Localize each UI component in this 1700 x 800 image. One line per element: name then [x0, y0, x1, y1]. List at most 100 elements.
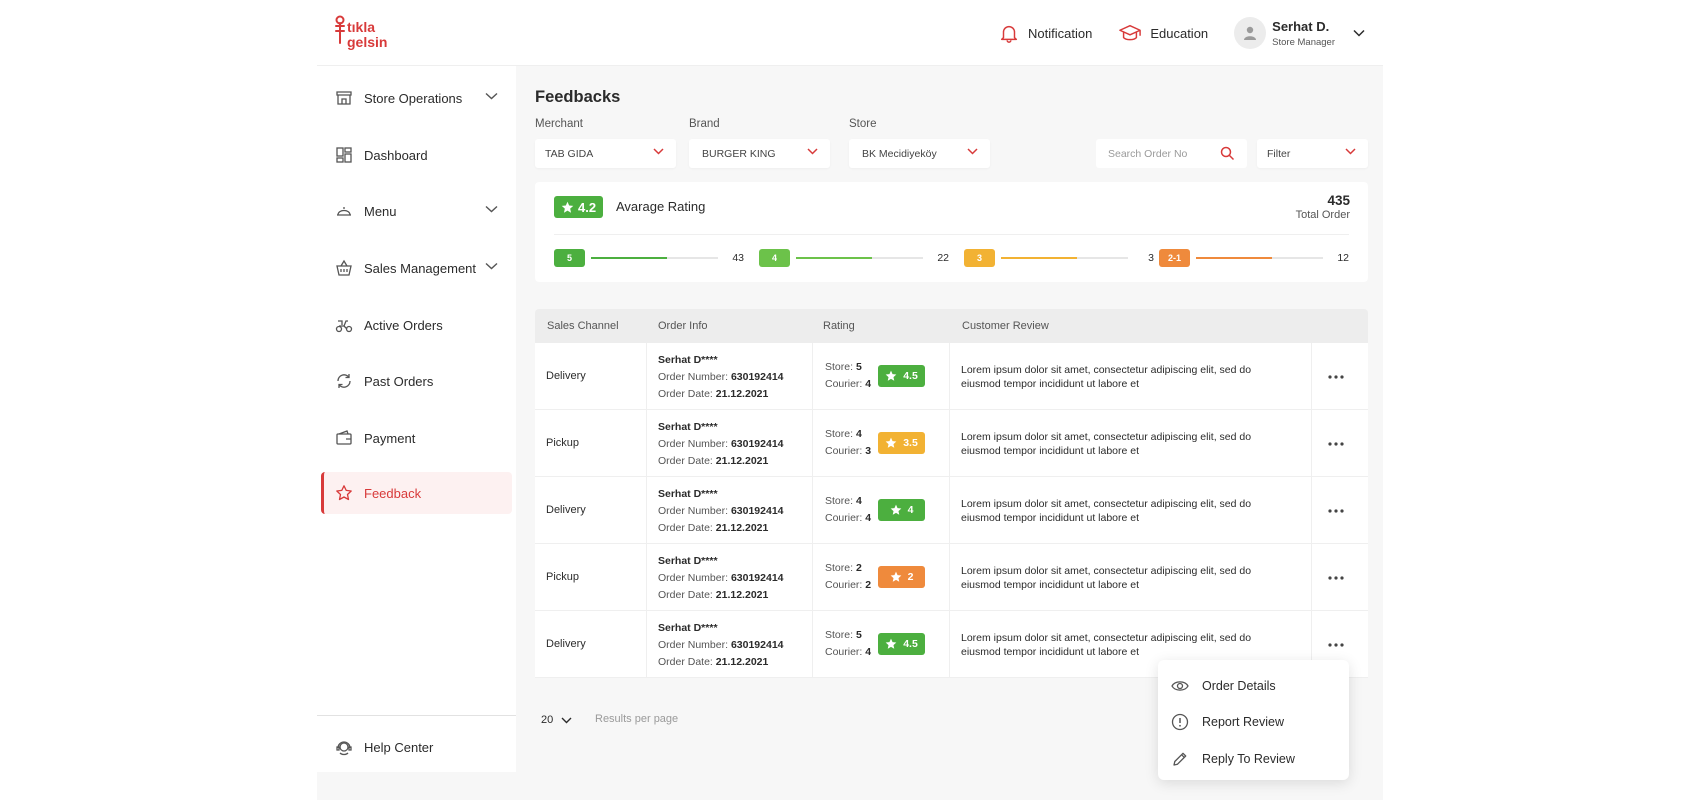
rating-breakdown: Store: 5 Courier: 4 — [825, 627, 871, 661]
courier-rating: 2 — [865, 579, 872, 591]
rating-score: 3.5 — [903, 437, 918, 449]
sidebar-item-feedback[interactable]: Feedback — [321, 472, 512, 514]
star-icon — [335, 484, 353, 502]
more-options-icon — [1328, 509, 1344, 513]
chevron-down-icon[interactable] — [485, 262, 498, 270]
basket-icon — [335, 259, 353, 277]
rating-score-badge: 3.5 — [878, 432, 925, 454]
rating-distribution-5: 5 43 — [554, 249, 744, 267]
more-options-button[interactable] — [1324, 367, 1348, 387]
rating-progress-fill — [591, 257, 668, 259]
table-row[interactable]: Pickup Serhat D**** Order Number: 63019241… — [535, 410, 1368, 477]
scooter-icon — [335, 316, 353, 334]
average-rating-badge: 4.2 — [554, 196, 604, 218]
merchant-select[interactable]: TAB GIDA — [535, 139, 676, 168]
store-icon — [335, 89, 353, 107]
more-options-button[interactable] — [1324, 434, 1348, 454]
search-icon[interactable] — [1220, 146, 1235, 161]
sidebar-item-menu[interactable]: Menu — [321, 190, 512, 232]
store-value: BK Mecidiyeköy — [862, 147, 937, 160]
user-menu[interactable]: Serhat D. Store Manager — [1234, 17, 1365, 49]
rating-progress-track — [1196, 257, 1323, 259]
store-rating-label: Store: — [825, 428, 854, 440]
order-number: 630192414 — [730, 505, 784, 517]
cell-divider — [812, 410, 813, 477]
sidebar-item-active-orders[interactable]: Active Orders — [321, 304, 512, 346]
row-context-menu: Order Details Report Review Reply To Rev… — [1158, 660, 1349, 780]
more-options-button[interactable] — [1324, 568, 1348, 588]
table-row[interactable]: Delivery Serhat D**** Order Number: 630192… — [535, 611, 1368, 678]
order-number-label: Order Number: — [658, 371, 729, 383]
sidebar-item-help-center[interactable]: Help Center — [321, 726, 512, 768]
chevron-down-icon[interactable] — [1353, 29, 1365, 37]
chevron-down-icon — [653, 148, 664, 155]
search-box[interactable] — [1096, 139, 1247, 168]
store-rating: 5 — [855, 361, 862, 373]
feedback-table: Sales Channel Order Info Rating Customer… — [535, 309, 1368, 678]
per-page-label: Results per page — [595, 713, 679, 725]
sidebar-item-payment[interactable]: Payment — [321, 417, 512, 459]
rating-count: 43 — [732, 252, 744, 264]
search-input[interactable] — [1108, 147, 1218, 160]
order-date-label: Order Date: — [658, 522, 713, 534]
sidebar-item-past-orders[interactable]: Past Orders — [321, 360, 512, 402]
customer-name: Serhat D**** — [658, 622, 718, 634]
cell-divider — [1311, 343, 1312, 410]
store-rating-label: Store: — [825, 562, 854, 574]
tikla-gelsin-logo[interactable]: tıkla gelsin — [333, 13, 403, 53]
courier-rating-label: Courier: — [825, 646, 863, 658]
table-row[interactable]: Pickup Serhat D**** Order Number: 63019241… — [535, 544, 1368, 611]
sidebar-item-sales-management[interactable]: Sales Management — [321, 247, 512, 289]
user-name: Serhat D. — [1272, 18, 1330, 34]
average-rating-value: 4.2 — [578, 199, 597, 215]
table-row[interactable]: Delivery Serhat D**** Order Number: 630192… — [535, 343, 1368, 410]
brand-select[interactable]: BURGER KING — [689, 139, 830, 168]
order-info: Serhat D**** Order Number: 630192414 Order… — [658, 620, 784, 671]
notification-label: Notification — [1028, 25, 1093, 41]
cell-divider — [949, 544, 950, 611]
sidebar-item-dashboard[interactable]: Dashboard — [321, 134, 512, 176]
notification-button[interactable]: Notification — [998, 22, 1092, 44]
store-rating: 4 — [855, 495, 862, 507]
cell-divider — [949, 343, 950, 410]
star-icon — [890, 504, 901, 515]
order-date: 21.12.2021 — [715, 522, 769, 534]
menu-item-order-details[interactable]: Order Details — [1158, 670, 1349, 702]
per-page-select[interactable]: 20 — [535, 706, 578, 734]
more-options-button[interactable] — [1324, 501, 1348, 521]
education-label: Education — [1150, 25, 1209, 41]
store-rating-label: Store: — [825, 361, 854, 373]
rating-breakdown: Store: 5 Courier: 4 — [825, 359, 871, 393]
store-label: Store — [849, 118, 877, 130]
table-row[interactable]: Delivery Serhat D**** Order Number: 630192… — [535, 477, 1368, 544]
rating-score-badge: 4.5 — [878, 365, 925, 387]
per-page-value: 20 — [541, 714, 554, 726]
chevron-down-icon[interactable] — [485, 92, 498, 100]
sidebar-item-store-operations[interactable]: Store Operations — [321, 77, 512, 119]
filter-select[interactable]: Filter — [1257, 139, 1368, 168]
column-header-order-info: Order Info — [658, 320, 708, 332]
customer-review: Lorem ipsum dolor sit amet, consectetur … — [961, 565, 1252, 591]
more-options-icon — [1328, 375, 1344, 379]
menu-item-report-review[interactable]: Report Review — [1158, 706, 1349, 738]
store-select[interactable]: BK Mecidiyeköy — [849, 139, 990, 168]
star-icon — [561, 201, 574, 213]
chevron-down-icon[interactable] — [485, 205, 498, 213]
education-button[interactable]: Education — [1118, 22, 1208, 44]
rating-level-badge: 2-1 — [1159, 249, 1190, 267]
sales-channel: Pickup — [546, 571, 580, 583]
rating-progress-fill — [1001, 257, 1078, 259]
order-number-label: Order Number: — [658, 639, 729, 651]
rating-score: 4 — [907, 504, 914, 516]
headset-icon — [335, 738, 353, 756]
cell-divider — [812, 477, 813, 544]
courier-rating: 4 — [865, 378, 872, 390]
order-info: Serhat D**** Order Number: 630192414 Order… — [658, 486, 784, 537]
more-options-button[interactable] — [1324, 635, 1348, 655]
courier-rating: 4 — [865, 512, 872, 524]
cell-divider — [1311, 544, 1312, 611]
logo-text-top: tıkla — [347, 19, 375, 35]
sidebar-item-label: Payment — [364, 430, 416, 446]
rating-distribution-4: 4 22 — [759, 249, 949, 267]
menu-item-reply-to-review[interactable]: Reply To Review — [1158, 743, 1349, 775]
